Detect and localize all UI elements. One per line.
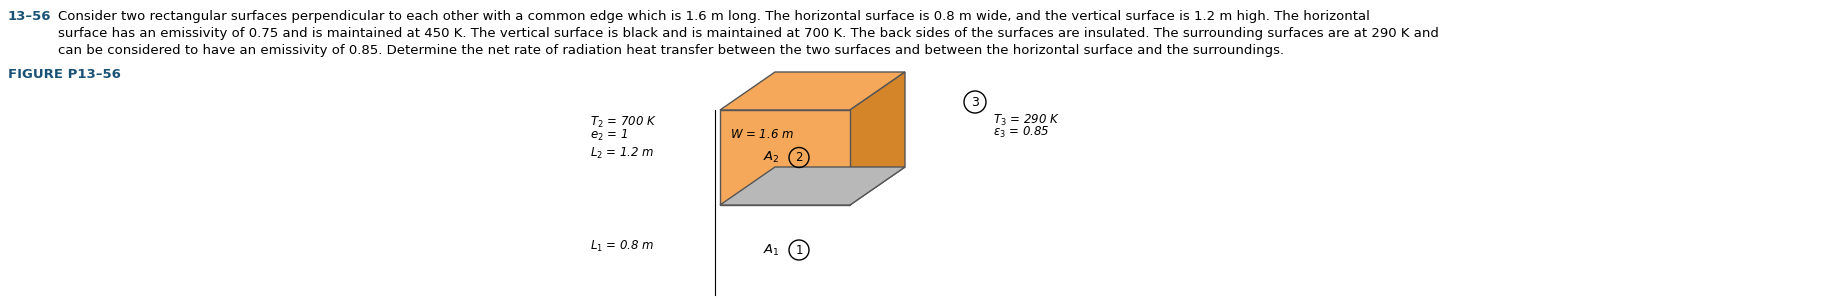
Text: $A_1$: $A_1$ <box>762 242 778 258</box>
Text: $T_3$ = 290 K: $T_3$ = 290 K <box>992 112 1059 128</box>
Text: $e_2$ = 1: $e_2$ = 1 <box>589 128 627 143</box>
Text: $A_2$: $A_2$ <box>762 150 778 165</box>
Text: 1: 1 <box>795 244 802 257</box>
Text: can be considered to have an emissivity of 0.85. Determine the net rate of radia: can be considered to have an emissivity … <box>58 44 1283 57</box>
Text: $\varepsilon_3$ = 0.85: $\varepsilon_3$ = 0.85 <box>992 125 1048 140</box>
Polygon shape <box>720 110 850 205</box>
Text: surface has an emissivity of 0.75 and is maintained at 450 K. The vertical surfa: surface has an emissivity of 0.75 and is… <box>58 27 1438 40</box>
Text: 13–56: 13–56 <box>7 10 51 23</box>
Text: $L_2$ = 1.2 m: $L_2$ = 1.2 m <box>589 146 654 161</box>
Polygon shape <box>850 72 904 205</box>
Text: 2: 2 <box>795 151 802 164</box>
Text: $W$ = 1.6 m: $W$ = 1.6 m <box>729 128 793 141</box>
Polygon shape <box>720 167 904 205</box>
Text: Consider two rectangular surfaces perpendicular to each other with a common edge: Consider two rectangular surfaces perpen… <box>58 10 1369 23</box>
Text: FIGURE P13–56: FIGURE P13–56 <box>7 68 120 81</box>
Text: $T_2$ = 700 K: $T_2$ = 700 K <box>589 115 656 130</box>
Text: 3: 3 <box>970 95 979 108</box>
Text: $L_1$ = 0.8 m: $L_1$ = 0.8 m <box>589 238 654 254</box>
Polygon shape <box>720 72 904 110</box>
